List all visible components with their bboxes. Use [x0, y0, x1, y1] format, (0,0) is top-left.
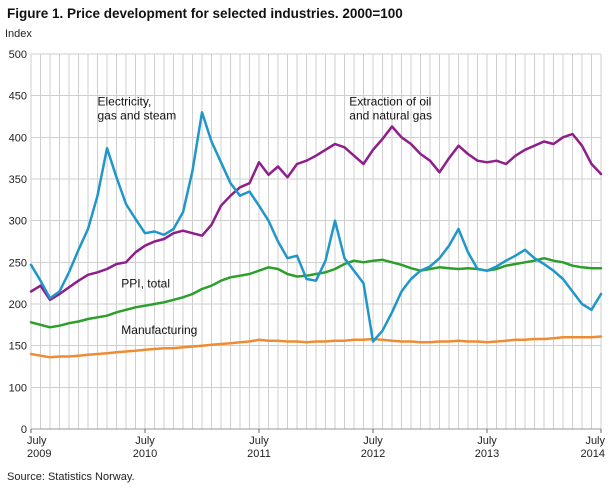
series-line-oil-gas-extraction — [29, 125, 603, 302]
x-tick-label-year: 2010 — [133, 448, 157, 460]
x-tick-label-month: July — [477, 435, 497, 447]
label-electricity: gas and steam — [98, 109, 177, 123]
x-tick-label-month: July — [135, 435, 155, 447]
price-development-line-chart: 5004504003503002502001501000July2009July… — [5, 28, 605, 460]
y-tick-label: 200 — [9, 299, 27, 311]
y-tick-label: 150 — [9, 341, 27, 353]
y-tick-label: 250 — [9, 257, 27, 269]
y-tick-label: 300 — [9, 216, 27, 228]
y-tick-label: 100 — [9, 382, 27, 394]
x-tick-label-year: 2013 — [475, 448, 499, 460]
y-tick-label: 0 — [21, 424, 27, 436]
label-electricity: Electricity, — [98, 95, 152, 109]
y-tick-label: 400 — [9, 132, 27, 144]
x-tick-label-month: July — [249, 435, 269, 447]
x-tick-label-month: July — [27, 435, 47, 447]
label-oil-gas: Extraction of oil — [349, 95, 431, 109]
x-tick-label-year: 2012 — [361, 448, 385, 460]
label-oil-gas: and natural gas — [349, 109, 432, 123]
x-tick-label-year: 2014 — [581, 448, 605, 460]
label-manufacturing: Manufacturing — [121, 323, 197, 337]
series-line-ppi-total — [29, 256, 603, 329]
series-line-electricity-gas-steam — [29, 111, 603, 343]
chart-title: Figure 1. Price development for selected… — [7, 6, 403, 21]
label-ppi-total: PPI, total — [121, 276, 170, 290]
series-line-manufacturing — [29, 335, 603, 359]
y-tick-label: 500 — [9, 49, 27, 61]
y-tick-label: 350 — [9, 174, 27, 186]
x-tick-label-month: July — [363, 435, 383, 447]
x-tick-label-year: 2009 — [27, 448, 51, 460]
y-tick-label: 450 — [9, 91, 27, 103]
source-text: Source: Statistics Norway. — [7, 471, 135, 483]
x-tick-label-month: July — [585, 435, 605, 447]
y-axis-title: Index — [5, 28, 32, 40]
x-tick-label-year: 2011 — [247, 448, 271, 460]
